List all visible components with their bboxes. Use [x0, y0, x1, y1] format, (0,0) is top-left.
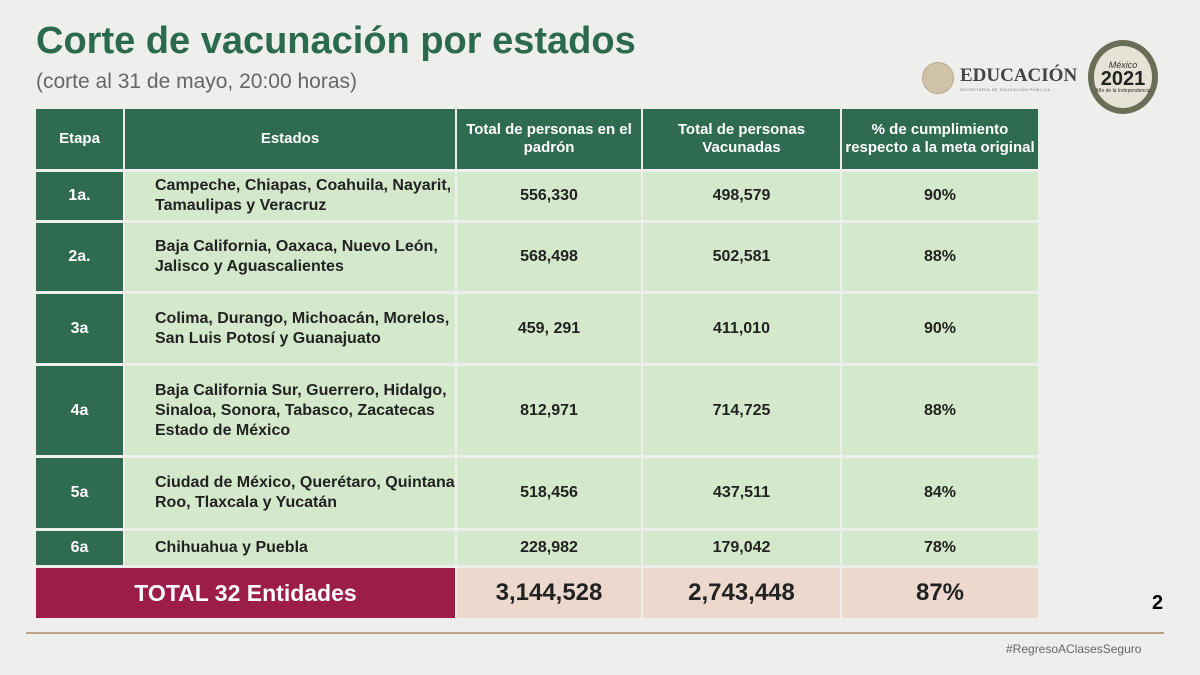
vaccination-table: Etapa Estados Total de personas en el pa…	[36, 106, 1040, 621]
table-row: 5a Ciudad de México, Querétaro, Quintana…	[36, 458, 1040, 528]
educacion-logo: EDUCACIÓN SECRETARÍA DE EDUCACIÓN PÚBLIC…	[922, 62, 1077, 94]
hashtag: #RegresoAClasesSeguro	[1006, 642, 1142, 656]
cell-padron: 518,456	[457, 458, 643, 528]
educacion-subtitle: SECRETARÍA DE EDUCACIÓN PÚBLICA	[960, 86, 1051, 92]
slide-title: Corte de vacunación por estados	[36, 20, 636, 62]
cell-pct: 90%	[842, 172, 1040, 220]
cell-etapa: 3a	[36, 294, 125, 363]
header-estados: Estados	[125, 109, 457, 169]
cell-vacunadas: 179,042	[643, 531, 842, 565]
table-row: 6a Chihuahua y Puebla 228,982 179,042 78…	[36, 531, 1040, 565]
header-padron: Total de personas en el padrón	[457, 109, 643, 169]
table-header: Etapa Estados Total de personas en el pa…	[36, 109, 1040, 169]
footer-divider	[26, 632, 1164, 634]
cell-vacunadas: 498,579	[643, 172, 842, 220]
cell-etapa: 6a	[36, 531, 125, 565]
header-vacunadas: Total de personas Vacunadas	[643, 109, 842, 169]
total-label: TOTAL 32 Entidades	[36, 568, 457, 618]
total-padron: 3,144,528	[457, 568, 643, 618]
table-row: 1a. Campeche, Chiapas, Coahuila, Nayarit…	[36, 172, 1040, 220]
cell-pct: 84%	[842, 458, 1040, 528]
mexico-2021-logo: México 2021 Año de la Independencia	[1088, 40, 1158, 114]
cell-estados: Campeche, Chiapas, Coahuila, Nayarit, Ta…	[125, 172, 457, 220]
header-pct: % de cumplimiento respecto a la meta ori…	[842, 109, 1040, 169]
educacion-name: EDUCACIÓN	[960, 64, 1078, 86]
total-row: TOTAL 32 Entidades 3,144,528 2,743,448 8…	[36, 568, 1040, 618]
total-pct: 87%	[842, 568, 1040, 618]
cell-estados: Baja California, Oaxaca, Nuevo León, Jal…	[125, 223, 457, 291]
table-row: 3a Colima, Durango, Michoacán, Morelos, …	[36, 294, 1040, 363]
cell-vacunadas: 714,725	[643, 366, 842, 455]
cell-pct: 78%	[842, 531, 1040, 565]
cell-etapa: 4a	[36, 366, 125, 455]
header-etapa: Etapa	[36, 109, 125, 169]
cell-padron: 556,330	[457, 172, 643, 220]
slide-subtitle: (corte al 31 de mayo, 20:00 horas)	[36, 70, 358, 93]
cell-vacunadas: 411,010	[643, 294, 842, 363]
cell-estados: Colima, Durango, Michoacán, Morelos, San…	[125, 294, 457, 363]
cell-etapa: 2a.	[36, 223, 125, 291]
logo-year-sub: Año de la Independencia	[1095, 88, 1151, 94]
cell-vacunadas: 502,581	[643, 223, 842, 291]
logo-mexico: México	[1108, 60, 1138, 70]
cell-etapa: 5a	[36, 458, 125, 528]
cell-padron: 228,982	[457, 531, 643, 565]
total-vacunadas: 2,743,448	[643, 568, 842, 618]
cell-padron: 568,498	[457, 223, 643, 291]
national-seal-icon	[922, 62, 954, 94]
page-number: 2	[1152, 592, 1164, 614]
cell-pct: 88%	[842, 366, 1040, 455]
cell-estados: Baja California Sur, Guerrero, Hidalgo, …	[125, 366, 457, 455]
cell-padron: 812,971	[457, 366, 643, 455]
table-row: 2a. Baja California, Oaxaca, Nuevo León,…	[36, 223, 1040, 291]
cell-padron: 459, 291	[457, 294, 643, 363]
logo-year: 2021	[1100, 68, 1146, 90]
cell-etapa: 1a.	[36, 172, 125, 220]
cell-vacunadas: 437,511	[643, 458, 842, 528]
table-row: 4a Baja California Sur, Guerrero, Hidalg…	[36, 366, 1040, 455]
cell-pct: 90%	[842, 294, 1040, 363]
cell-estados: Chihuahua y Puebla	[125, 531, 457, 565]
cell-estados: Ciudad de México, Querétaro, Quintana Ro…	[125, 458, 457, 528]
cell-pct: 88%	[842, 223, 1040, 291]
